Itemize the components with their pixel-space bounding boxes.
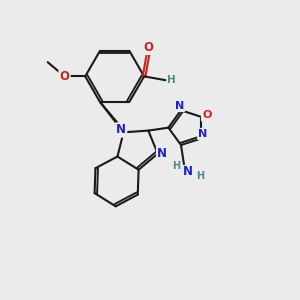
Text: O: O	[202, 110, 211, 120]
Text: O: O	[60, 70, 70, 83]
Text: H: H	[172, 160, 180, 171]
Text: N: N	[175, 101, 184, 111]
Text: H: H	[196, 171, 204, 181]
Text: O: O	[143, 41, 154, 54]
Text: N: N	[116, 124, 126, 136]
Text: N: N	[183, 165, 194, 178]
Text: N: N	[157, 147, 167, 160]
Text: N: N	[198, 129, 208, 139]
Text: H: H	[167, 75, 176, 85]
